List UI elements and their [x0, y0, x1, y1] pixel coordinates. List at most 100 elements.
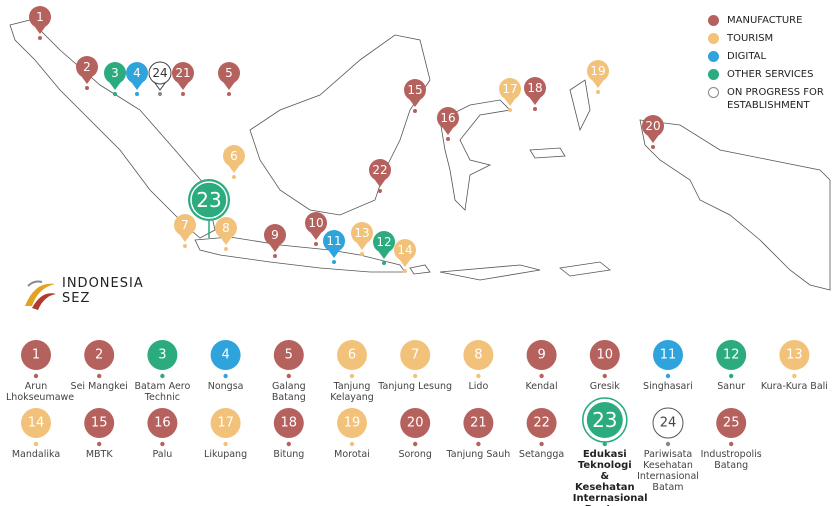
list-badge [273, 408, 304, 438]
pin-number: 24 [152, 66, 167, 80]
legend-label: OTHER SERVICES [727, 69, 814, 80]
list-dot [223, 373, 228, 379]
list-number: 2 [95, 348, 103, 363]
map-pin: 3 [104, 62, 126, 96]
list-number: 21 [470, 416, 487, 431]
list-number: 8 [474, 348, 482, 363]
zone-name: Palu [152, 449, 173, 460]
pin-number: 2 [83, 60, 91, 74]
pin-number: 23 [196, 188, 221, 212]
list-dot [160, 373, 165, 379]
zone-name: Singhasari [643, 381, 693, 392]
list-dot [729, 441, 734, 447]
pin-head [305, 212, 327, 234]
zone-name: Kendal [525, 381, 558, 392]
map-pin: 13 [351, 222, 373, 256]
pin-number: 17 [502, 82, 517, 96]
legend-label: DIGITAL [727, 51, 767, 62]
map-pin: 16 [437, 107, 459, 141]
list-dot [413, 373, 418, 379]
pin-number: 22 [372, 163, 387, 177]
pin-head [369, 159, 391, 181]
pin-dot [413, 109, 417, 113]
pin-head [104, 62, 126, 84]
pin-dot [378, 189, 382, 193]
list-number: 1 [32, 348, 40, 363]
pin-head [215, 217, 237, 239]
pin-number: 6 [230, 149, 238, 163]
pin-head [172, 62, 194, 84]
zone-name: Tanjung Sauh [446, 449, 511, 460]
pin-head [499, 78, 521, 100]
logo: INDONESIA SEZ [62, 276, 144, 306]
pin-number: 11 [326, 234, 341, 248]
legend-label: MANUFACTURE [727, 15, 803, 26]
pin-number: 15 [407, 83, 422, 97]
legend-swatch [708, 69, 719, 80]
pin-head [29, 6, 51, 28]
map-pin: 4 [126, 62, 148, 96]
pin-number: 21 [175, 66, 190, 80]
legend-item: TOURISM [708, 32, 828, 45]
list-badge [84, 340, 115, 370]
pin-number: 1 [36, 10, 44, 24]
list-number: 12 [723, 348, 740, 363]
list-dot [476, 441, 481, 447]
list-badge [779, 340, 810, 370]
list-badge [526, 408, 557, 438]
pin-dot [360, 252, 364, 256]
logo-text: SEZ [62, 291, 91, 306]
pin-number: 4 [133, 66, 141, 80]
pin-dot [85, 86, 89, 90]
list-number: 4 [221, 348, 229, 363]
list-badge [400, 340, 431, 370]
pin-head [394, 239, 416, 261]
list-dot [223, 441, 228, 447]
legend-item: MANUFACTURE [708, 14, 828, 27]
list-dot [792, 373, 797, 379]
pin-dot [181, 92, 185, 96]
pin-head [76, 56, 98, 78]
pin-head [437, 107, 459, 129]
list-badge [210, 408, 241, 438]
list-number: 3 [158, 348, 166, 363]
list-dot [665, 373, 671, 379]
map-pin: 5 [218, 62, 240, 96]
legend-swatch [708, 15, 719, 26]
list-badge [653, 340, 683, 370]
list-badge [337, 340, 367, 370]
list-number: 5 [285, 348, 293, 363]
zone-name: Industropolis Batang [700, 449, 762, 471]
list-number: 17 [217, 416, 234, 431]
list-badge [463, 340, 494, 370]
list-number: 6 [348, 348, 356, 363]
map-pin: 15 [404, 79, 426, 113]
pin-dot [596, 90, 600, 94]
pin-head [223, 145, 245, 167]
zone-name: Batam Aero Technic [134, 381, 191, 403]
list-number: 9 [537, 348, 545, 363]
map-pin: 11 [323, 230, 345, 264]
pin-head [174, 214, 196, 236]
map-pin: 14 [394, 239, 416, 273]
pin-head [126, 62, 148, 84]
list-dot [602, 373, 607, 379]
list-badge [21, 408, 51, 438]
pin-dot [651, 145, 655, 149]
zone-name: Kura-Kura Bali [760, 381, 828, 392]
pin-number: 20 [645, 119, 660, 133]
pin-number: 16 [440, 111, 455, 125]
zone-name: Sorong [398, 449, 432, 460]
zone-name: Arun Lhokseumawe [6, 381, 75, 403]
list-dot [602, 441, 607, 447]
list-dot [33, 441, 39, 447]
list-dot [413, 441, 418, 447]
zone-name: Sanur [717, 381, 746, 392]
list-badge [273, 340, 304, 370]
list-dot [729, 373, 734, 379]
list-dot [665, 441, 671, 447]
pin-dot [224, 247, 228, 251]
pin-dot [314, 242, 318, 246]
